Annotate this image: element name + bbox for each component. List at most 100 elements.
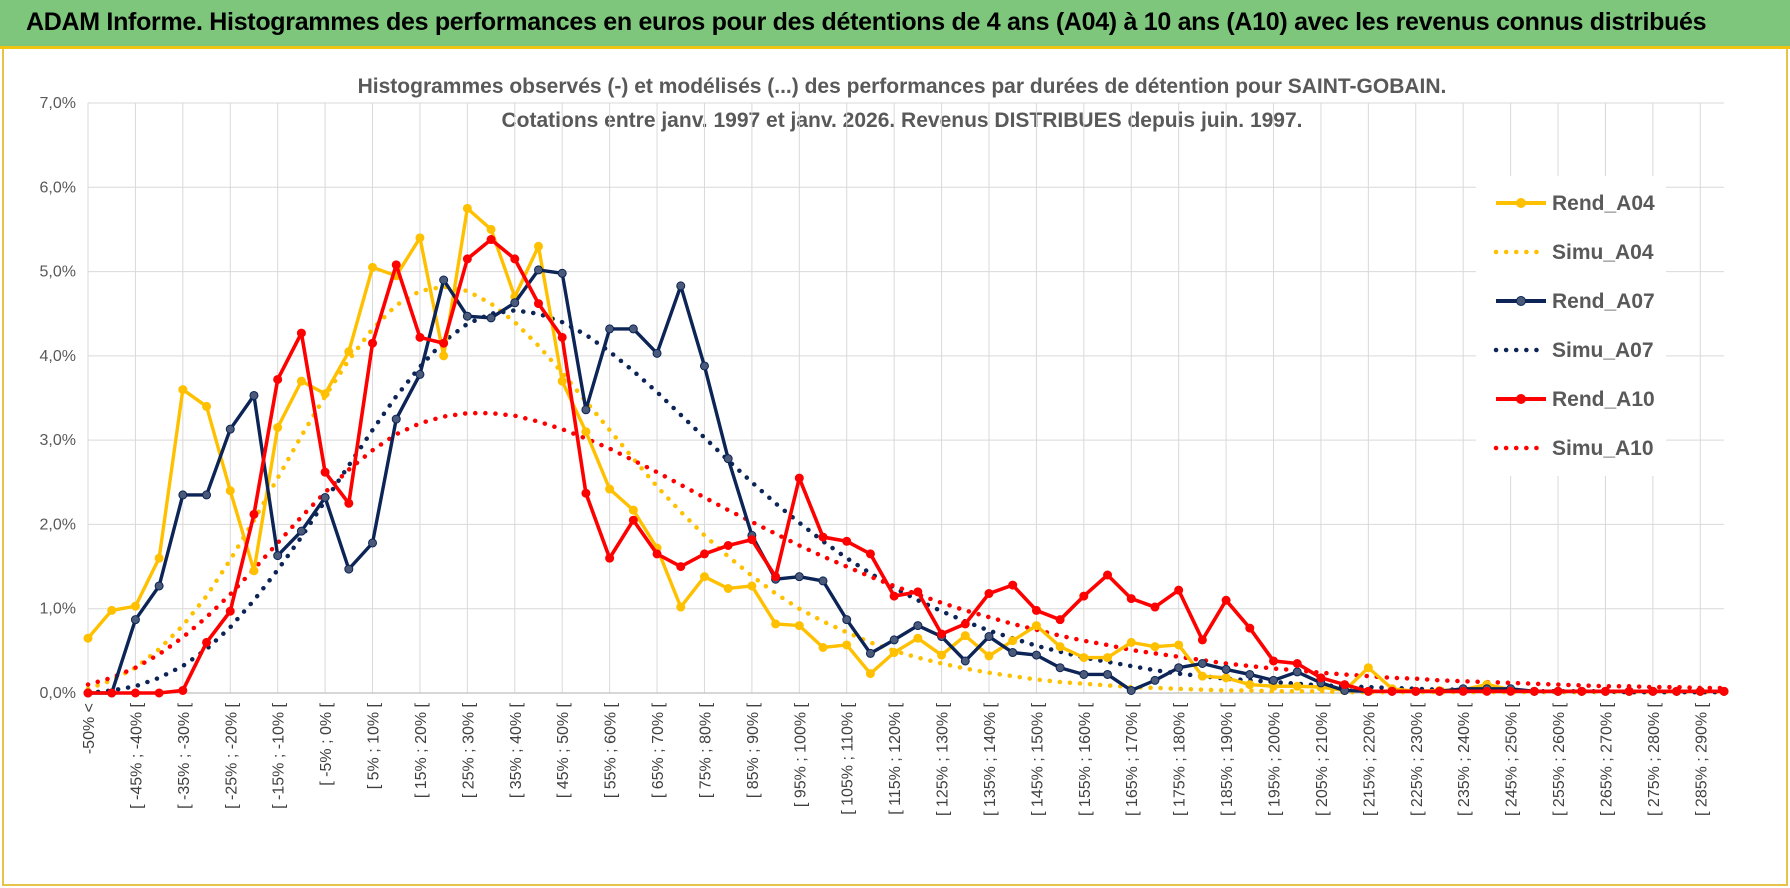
data-point-Rend_A10	[1695, 686, 1705, 696]
data-point-Rend_A10	[178, 685, 188, 695]
data-point-Rend_A07	[842, 615, 852, 625]
data-point-Rend_A04	[1292, 681, 1302, 691]
chart-frame	[2, 49, 1788, 886]
x-axis: -50% < [ -45% ; -40% [[ -35% ; -30% [[ -2…	[81, 692, 1724, 816]
data-point-Rend_A04	[130, 601, 140, 611]
x-tick-label: [ -35% ; -30% [	[176, 702, 193, 808]
data-point-Rend_A10	[699, 549, 709, 559]
data-point-Rend_A10	[1079, 591, 1089, 601]
data-point-Rend_A10	[1363, 686, 1373, 696]
x-tick-label: [ 165% ; 170% [	[1124, 702, 1141, 816]
data-point-Rend_A07	[628, 324, 638, 334]
legend-marker	[1516, 296, 1526, 306]
data-point-Rend_A04	[818, 642, 828, 652]
data-point-Rend_A10	[462, 254, 472, 264]
data-point-Rend_A04	[202, 401, 212, 411]
data-point-Rend_A04	[273, 423, 283, 432]
data-point-Rend_A04	[581, 427, 591, 437]
legend: Rend_A04 Simu_A04 Rend_A07 Simu_A07 Rend_A10…	[1476, 176, 1666, 476]
data-point-Rend_A04	[344, 347, 354, 357]
x-tick-label: [ 155% ; 160% [	[1077, 702, 1094, 816]
data-point-Rend_A10	[1340, 680, 1350, 690]
data-point-Rend_A10	[652, 549, 662, 559]
data-point-Rend_A04	[747, 581, 757, 591]
data-point-Rend_A10	[557, 332, 567, 342]
data-point-Rend_A10	[1055, 615, 1065, 625]
x-tick-label: [ 85% ; 90% [	[745, 702, 762, 798]
data-point-Rend_A10	[296, 328, 306, 338]
data-point-Rend_A07	[676, 281, 686, 291]
data-point-Rend_A04	[1221, 673, 1231, 683]
x-tick-label: [ 135% ; 140% [	[982, 702, 999, 816]
x-tick-label: [ 125% ; 130% [	[935, 702, 952, 816]
data-point-Rend_A10	[889, 591, 899, 601]
data-point-Rend_A04	[415, 233, 425, 243]
data-point-Rend_A10	[1292, 659, 1302, 668]
x-tick-label: [ 205% ; 210% [	[1314, 702, 1331, 816]
y-tick-label: 2,0%	[40, 516, 76, 533]
data-point-Rend_A10	[1008, 580, 1018, 590]
data-point-Rend_A10	[202, 637, 212, 647]
data-point-Rend_A04	[1363, 663, 1373, 673]
data-point-Rend_A10	[1506, 686, 1516, 696]
data-point-Rend_A10	[723, 541, 733, 550]
banner: ADAM Informe. Histogrammes des performan…	[0, 0, 1790, 49]
chart-title: Histogrammes observés (-) et modélisés (…	[358, 75, 1447, 98]
data-point-Rend_A07	[1103, 669, 1113, 679]
data-point-Rend_A10	[486, 235, 496, 245]
data-point-Rend_A07	[391, 414, 401, 424]
data-point-Rend_A04	[1008, 636, 1018, 646]
data-point-Rend_A07	[1055, 663, 1065, 673]
x-tick-label: [ 25% ; 30% [	[460, 702, 477, 798]
data-point-Rend_A07	[652, 348, 662, 358]
data-point-Rend_A10	[676, 562, 686, 572]
data-point-Rend_A10	[83, 688, 93, 698]
data-point-Rend_A07	[581, 405, 591, 415]
data-point-Rend_A10	[1174, 585, 1184, 595]
data-point-Rend_A04	[107, 605, 117, 615]
x-tick-label: [ 45% ; 50% [	[555, 702, 572, 798]
data-point-Rend_A04	[439, 351, 449, 361]
data-point-Rend_A10	[937, 629, 947, 639]
data-point-Rend_A10	[1624, 686, 1634, 696]
data-point-Rend_A10	[628, 515, 638, 525]
data-point-Rend_A10	[510, 254, 520, 264]
data-point-Rend_A10	[1458, 686, 1468, 696]
x-tick-label: [ 285% ; 290% [	[1693, 702, 1710, 816]
data-point-Rend_A10	[1221, 595, 1231, 605]
data-point-Rend_A10	[984, 589, 994, 599]
data-point-Rend_A07	[865, 648, 875, 658]
y-tick-label: 7,0%	[40, 95, 76, 112]
data-point-Rend_A10	[1672, 686, 1682, 696]
data-point-Rend_A10	[273, 374, 283, 384]
x-tick-label: [ 185% ; 190% [	[1219, 702, 1236, 816]
x-tick-label: [ 35% ; 40% [	[508, 702, 525, 798]
data-point-Rend_A07	[225, 424, 235, 434]
data-point-Rend_A10	[1434, 686, 1444, 696]
data-point-Rend_A04	[699, 572, 709, 582]
data-point-Rend_A10	[794, 473, 804, 483]
data-point-Rend_A04	[984, 651, 994, 661]
data-point-Rend_A07	[913, 621, 923, 631]
legend-label: Simu_A10	[1552, 437, 1654, 460]
data-point-Rend_A07	[1008, 648, 1018, 658]
data-point-Rend_A10	[1600, 686, 1610, 696]
x-tick-label: -50% <	[81, 703, 98, 754]
data-point-Rend_A04	[178, 385, 188, 395]
legend-marker	[1516, 394, 1526, 404]
data-point-Rend_A10	[1269, 656, 1279, 666]
x-tick-label: [ 225% ; 230% [	[1409, 702, 1426, 816]
data-point-Rend_A10	[865, 549, 875, 559]
data-point-Rend_A07	[605, 324, 615, 334]
data-point-Rend_A10	[1577, 686, 1587, 696]
legend-label: Simu_A04	[1552, 241, 1654, 264]
data-point-Rend_A07	[1031, 650, 1041, 660]
x-tick-label: [ -15% ; -10% [	[271, 702, 288, 808]
data-point-Rend_A10	[1197, 635, 1207, 645]
data-point-Rend_A07	[130, 615, 140, 625]
data-point-Rend_A10	[130, 688, 140, 698]
x-tick-label: [ 215% ; 220% [	[1361, 702, 1378, 816]
data-point-Rend_A07	[960, 656, 970, 666]
data-point-Rend_A07	[533, 265, 543, 275]
